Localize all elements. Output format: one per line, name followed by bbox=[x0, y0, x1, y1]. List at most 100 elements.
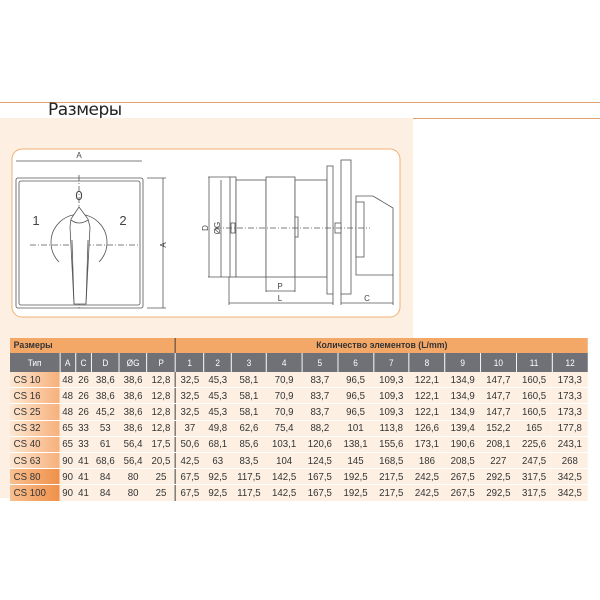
table-row: CS 25 48 26 45,2 38,6 12,8 32,5 45,3 58,1 70,9 83,… bbox=[10, 403, 588, 421]
value-cell: 80 bbox=[119, 468, 147, 486]
table-row: CS 32 65 33 53 38,6 12,8 37 49,8 62,6 75,4 88,2 101… bbox=[10, 420, 588, 437]
value-cell: 37 bbox=[174, 420, 204, 437]
value-cell: 45,2 bbox=[91, 403, 120, 421]
column-header: 7 bbox=[372, 353, 410, 372]
value-cell: 117,5 bbox=[231, 484, 267, 502]
type-cell: CS 10 bbox=[10, 372, 60, 389]
value-cell: 177,8 bbox=[551, 420, 588, 437]
section-left-label: Размеры bbox=[10, 338, 176, 353]
value-cell: 109,3 bbox=[373, 387, 410, 405]
value-cell: 83,7 bbox=[301, 372, 338, 389]
value-cell: 38,6 bbox=[119, 387, 147, 405]
value-cell: 33 bbox=[75, 436, 92, 453]
value-cell: 67,5 bbox=[174, 484, 204, 502]
value-cell: 85,6 bbox=[231, 436, 267, 453]
value-cell: 41 bbox=[75, 468, 92, 486]
value-cell: 117,5 bbox=[231, 468, 267, 486]
value-cell: 25 bbox=[146, 468, 176, 486]
column-header: 2 bbox=[203, 353, 232, 372]
table-row: CS 10 48 26 38,6 38,6 12,8 32,5 45,3 58,1 70,9 83,… bbox=[10, 372, 588, 389]
value-cell: 173,3 bbox=[551, 372, 588, 389]
value-cell: 45,3 bbox=[203, 387, 232, 405]
value-cell: 134,9 bbox=[444, 387, 481, 405]
label-pos-2: 2 bbox=[119, 213, 126, 228]
value-cell: 242,5 bbox=[409, 484, 445, 502]
value-cell: 104 bbox=[266, 452, 302, 470]
column-header: 5 bbox=[301, 353, 338, 372]
value-cell: 83,7 bbox=[301, 403, 338, 421]
value-cell: 267,5 bbox=[444, 468, 481, 486]
type-cell: CS 40 bbox=[10, 436, 60, 453]
value-cell: 68,1 bbox=[203, 436, 232, 453]
value-cell: 208,5 bbox=[444, 452, 481, 470]
value-cell: 126,6 bbox=[409, 420, 445, 437]
value-cell: 155,6 bbox=[373, 436, 410, 453]
value-cell: 32,5 bbox=[174, 372, 204, 389]
value-cell: 217,5 bbox=[373, 468, 410, 486]
value-cell: 70,9 bbox=[266, 372, 302, 389]
value-cell: 292,5 bbox=[480, 484, 517, 502]
value-cell: 227 bbox=[480, 452, 517, 470]
section-header-row: Размеры Количество элементов (L/mm) bbox=[10, 338, 588, 353]
value-cell: 45,3 bbox=[203, 403, 232, 421]
column-header: D bbox=[90, 353, 120, 372]
value-cell: 58,1 bbox=[231, 372, 267, 389]
value-cell: 168,5 bbox=[373, 452, 410, 470]
value-cell: 147,7 bbox=[480, 387, 517, 405]
value-cell: 32,5 bbox=[174, 387, 204, 405]
page-title: Размеры bbox=[48, 100, 122, 120]
value-cell: 120,6 bbox=[301, 436, 338, 453]
label-a-side: A bbox=[159, 242, 168, 248]
type-cell: CS 100 bbox=[10, 484, 60, 502]
value-cell: 160,5 bbox=[516, 372, 552, 389]
column-header: ØG bbox=[118, 353, 147, 372]
value-cell: 56,4 bbox=[119, 436, 147, 453]
value-cell: 147,7 bbox=[480, 403, 517, 421]
value-cell: 208,1 bbox=[480, 436, 517, 453]
value-cell: 48 bbox=[59, 403, 76, 421]
column-header: 9 bbox=[444, 353, 481, 372]
value-cell: 122,1 bbox=[409, 372, 445, 389]
value-cell: 41 bbox=[75, 452, 92, 470]
value-cell: 65 bbox=[59, 420, 76, 437]
dimension-drawing: A A 0 1 2 D ØG P L C bbox=[11, 148, 401, 318]
value-cell: 173,3 bbox=[551, 403, 588, 421]
value-cell: 38,6 bbox=[119, 403, 147, 421]
value-cell: 38,6 bbox=[91, 387, 120, 405]
value-cell: 75,4 bbox=[266, 420, 302, 437]
dimensions-table: Размеры Количество элементов (L/mm) Тип A… bbox=[10, 338, 588, 502]
column-header: P bbox=[146, 353, 176, 372]
value-cell: 242,5 bbox=[409, 468, 445, 486]
type-cell: CS 80 bbox=[10, 468, 60, 486]
value-cell: 90 bbox=[59, 452, 76, 470]
label-g: ØG bbox=[213, 222, 222, 234]
value-cell: 101 bbox=[337, 420, 374, 437]
column-header: C bbox=[75, 353, 92, 372]
column-header: 4 bbox=[265, 353, 302, 372]
column-header: A bbox=[59, 353, 76, 372]
value-cell: 26 bbox=[75, 403, 92, 421]
value-cell: 317,5 bbox=[516, 484, 552, 502]
value-cell: 90 bbox=[59, 468, 76, 486]
value-cell: 268 bbox=[551, 452, 588, 470]
value-cell: 56,4 bbox=[119, 452, 147, 470]
value-cell: 96,5 bbox=[337, 372, 374, 389]
value-cell: 38,6 bbox=[91, 372, 120, 389]
value-cell: 247,5 bbox=[516, 452, 552, 470]
value-cell: 20,5 bbox=[146, 452, 176, 470]
column-header: 10 bbox=[480, 353, 517, 372]
value-cell: 12,8 bbox=[146, 387, 176, 405]
side-view bbox=[208, 159, 394, 305]
value-cell: 92,5 bbox=[203, 484, 232, 502]
value-cell: 342,5 bbox=[551, 484, 588, 502]
value-cell: 96,5 bbox=[337, 387, 374, 405]
value-cell: 48 bbox=[59, 372, 76, 389]
column-header: 3 bbox=[231, 353, 267, 372]
value-cell: 186 bbox=[409, 452, 445, 470]
value-cell: 53 bbox=[91, 420, 120, 437]
value-cell: 12,8 bbox=[146, 403, 176, 421]
value-cell: 41 bbox=[75, 484, 92, 502]
value-cell: 165 bbox=[516, 420, 552, 437]
value-cell: 173,1 bbox=[409, 436, 445, 453]
value-cell: 68,6 bbox=[91, 452, 120, 470]
